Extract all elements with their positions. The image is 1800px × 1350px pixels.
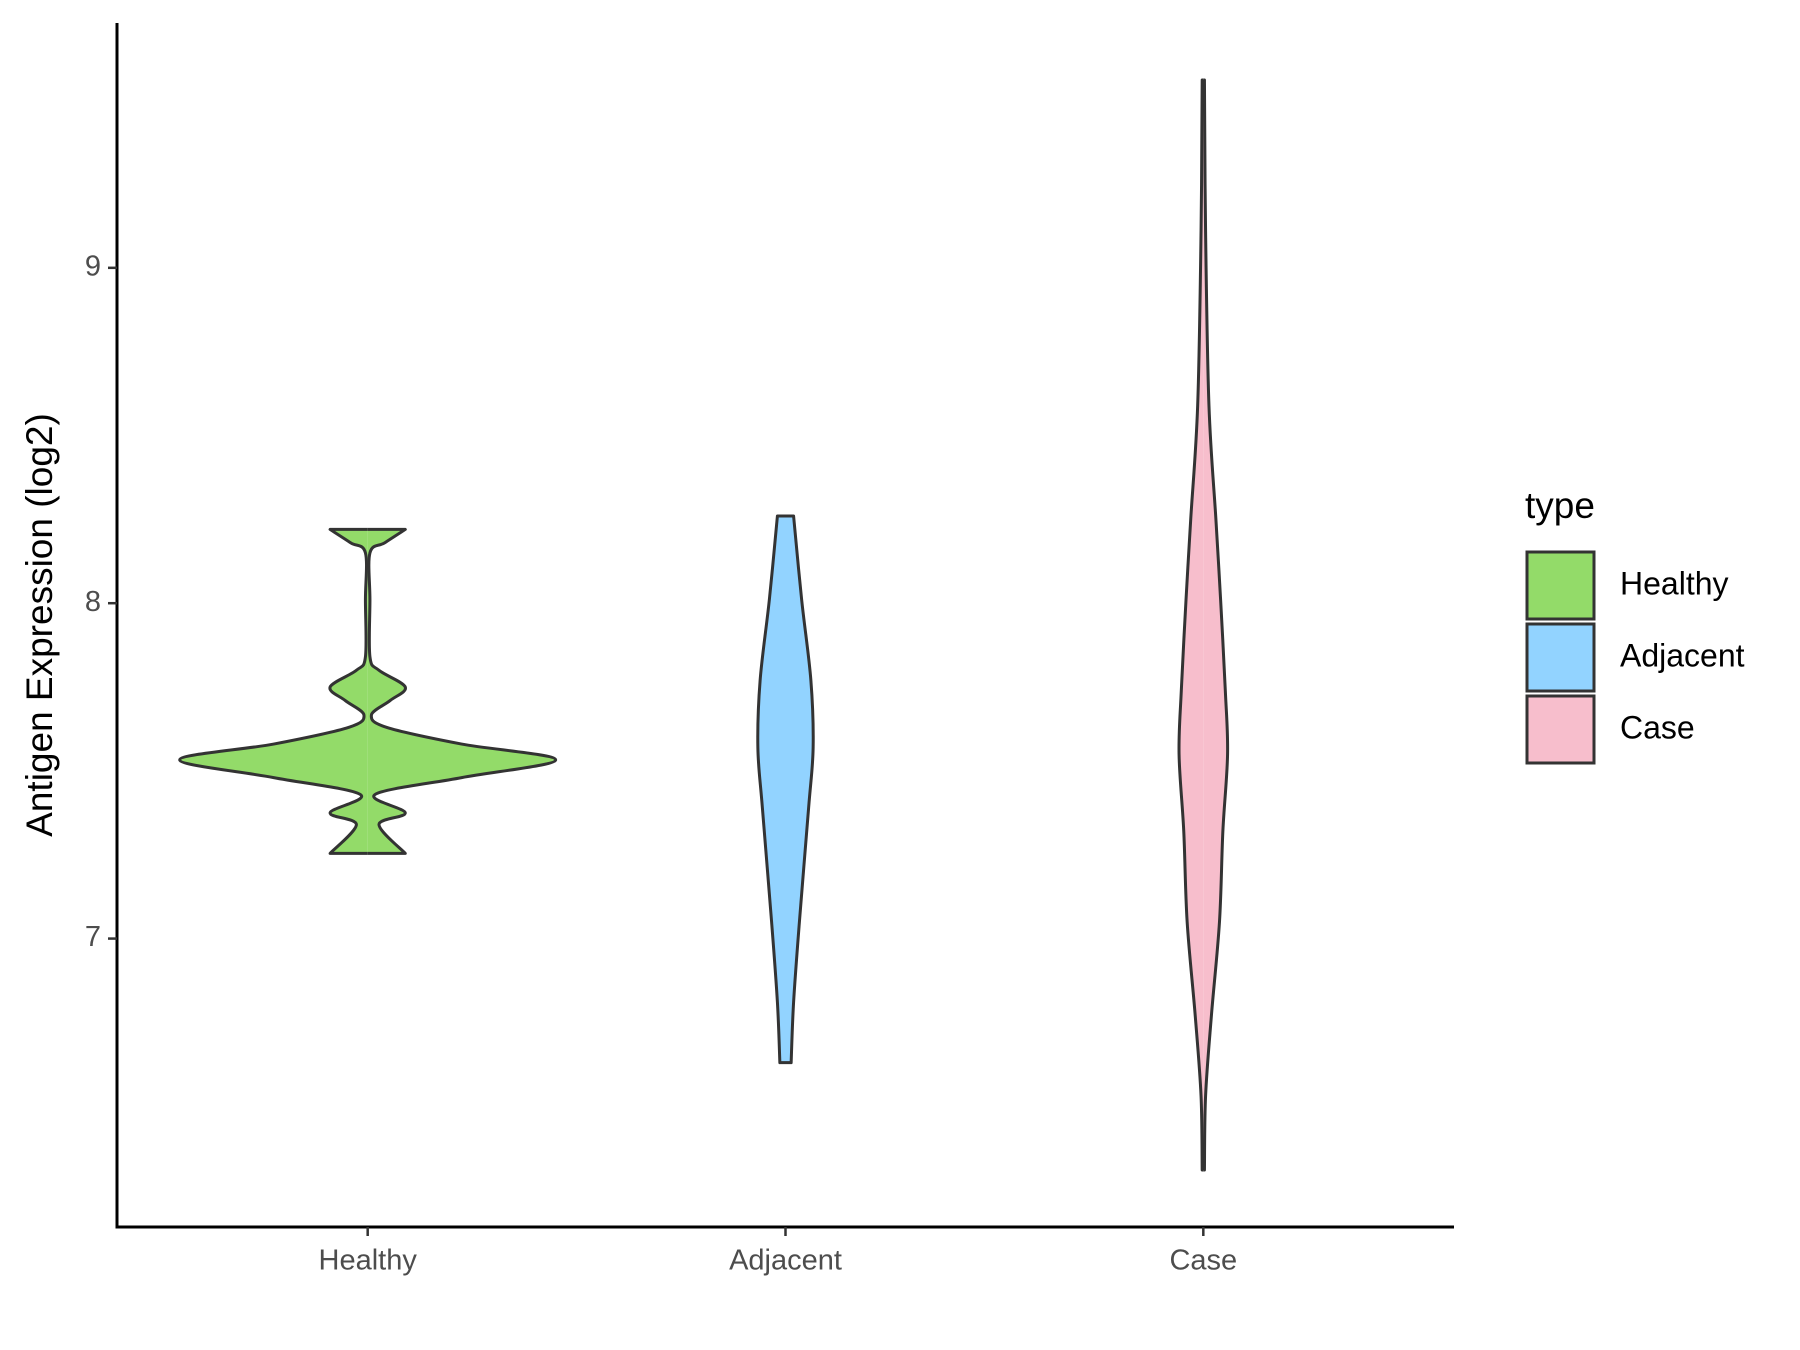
legend-key (1525, 550, 1596, 621)
legend-key (1525, 622, 1596, 693)
x-tick-label: Adjacent (729, 1245, 842, 1277)
y-tick-label: 9 (85, 250, 101, 282)
legend-title: type (1525, 485, 1595, 526)
violin-outline (785, 514, 815, 1065)
legend-key (1525, 694, 1596, 765)
y-tick-label: 7 (85, 921, 101, 953)
violin-fill (1203, 80, 1228, 1170)
violin-outline (367, 527, 558, 855)
y-axis-title: Antigen Expression (log2) (19, 413, 60, 837)
violin-fill (785, 516, 814, 1063)
violin-outline (756, 514, 786, 1065)
x-tick-label: Healthy (319, 1245, 418, 1277)
violin-fill (367, 529, 556, 854)
violin-fill (757, 516, 786, 1063)
y-tick-label: 8 (85, 586, 101, 618)
x-tick-label: Case (1169, 1245, 1237, 1277)
violin-outline (178, 527, 369, 855)
violin-outline (1202, 78, 1230, 1172)
violin-fill (179, 529, 368, 854)
violin-fill (1178, 80, 1204, 1170)
legend-label: Healthy (1620, 565, 1729, 601)
violin-outline (1177, 78, 1204, 1172)
legend-label: Case (1620, 709, 1695, 745)
legend-label: Adjacent (1620, 637, 1745, 673)
